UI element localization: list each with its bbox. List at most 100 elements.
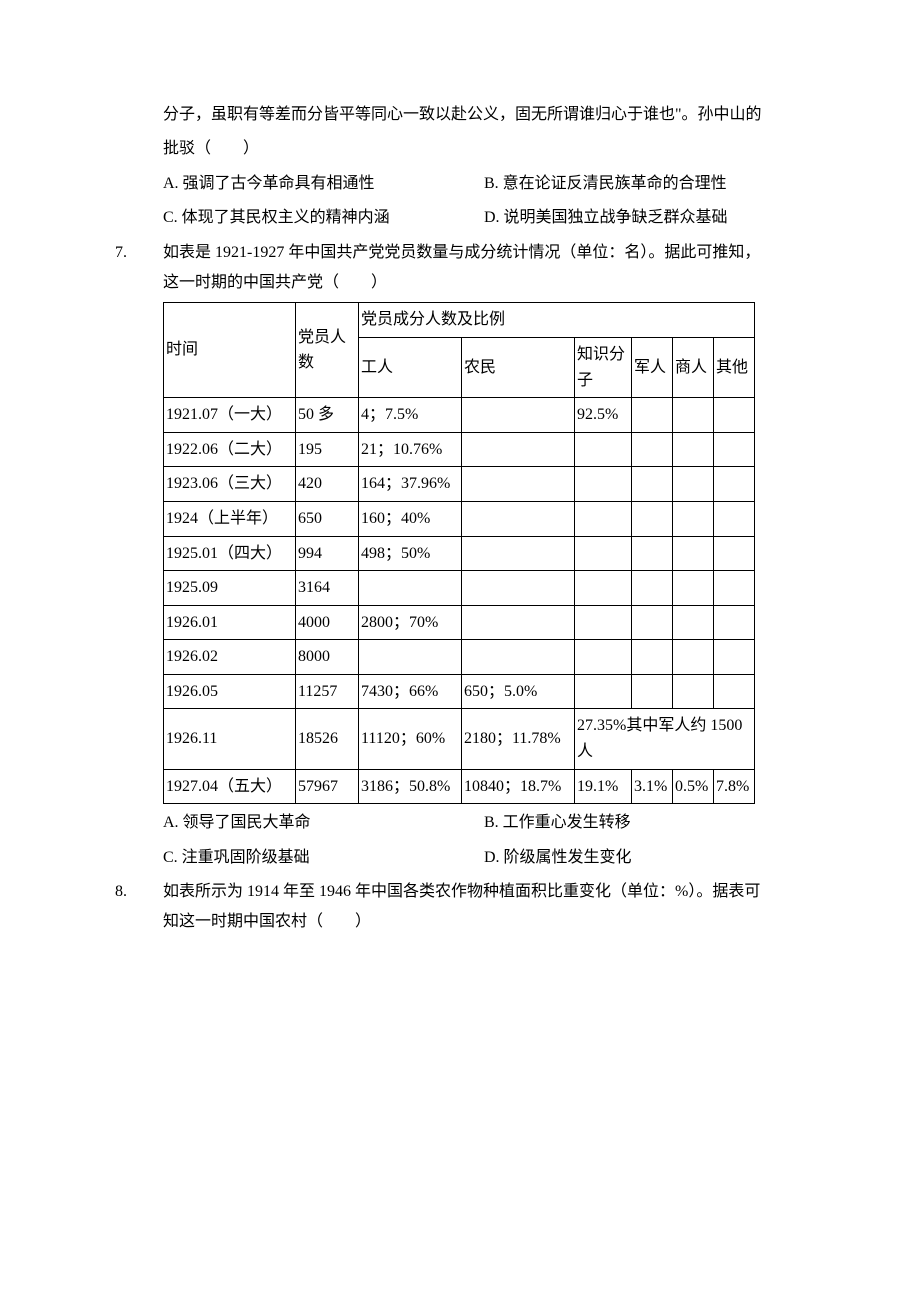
table-cell <box>575 640 632 675</box>
table-cell: 1926.02 <box>164 640 296 675</box>
table-cell <box>714 605 755 640</box>
q7-number: 7. <box>115 238 163 299</box>
table-cell <box>462 571 575 606</box>
table-cell <box>575 467 632 502</box>
table-cell <box>632 605 673 640</box>
q7-stem: 如表是 1921-1927 年中国共产党党员数量与成分统计情况（单位：名）。据此… <box>163 238 805 299</box>
table-cell <box>575 571 632 606</box>
table-row: 1925.093164 <box>164 571 755 606</box>
cell-worker: 3186；50.8% <box>359 769 462 804</box>
hdr-merchant: 商人 <box>673 337 714 397</box>
hdr-total: 党员人数 <box>296 303 359 398</box>
table-cell: 1924（上半年） <box>164 501 296 536</box>
table-cell <box>632 432 673 467</box>
table-cell <box>714 640 755 675</box>
table-cell: 994 <box>296 536 359 571</box>
table-row: 1926.05112577430；66%650；5.0% <box>164 674 755 709</box>
table-cell: 8000 <box>296 640 359 675</box>
table-cell <box>673 640 714 675</box>
table-cell: 1925.09 <box>164 571 296 606</box>
q7-table-body: 1921.07（一大）50 多4；7.5%92.5%1922.06（二大）195… <box>164 398 755 709</box>
hdr-worker: 工人 <box>359 337 462 397</box>
q7-header-row1: 时间 党员人数 党员成分人数及比例 <box>164 303 755 338</box>
q6-options-row1: A. 强调了古今革命具有相通性 B. 意在论证反清民族革命的合理性 <box>163 169 805 199</box>
table-cell: 92.5% <box>575 398 632 433</box>
table-cell <box>632 640 673 675</box>
table-cell <box>673 605 714 640</box>
q8-stem-row: 8. 如表所示为 1914 年至 1946 年中国各类农作物种植面积比重变化（单… <box>115 877 805 938</box>
q6-option-a: A. 强调了古今革命具有相通性 <box>163 169 484 199</box>
table-cell: 3164 <box>296 571 359 606</box>
q8-stem-line2: 知这一时期中国农村（ ） <box>163 913 371 930</box>
cell-time: 1926.11 <box>164 709 296 769</box>
q7-option-d: D. 阶级属性发生变化 <box>484 843 805 873</box>
q6-tail-line2: 批驳（ ） <box>163 134 805 164</box>
table-row: 1923.06（三大）420164；37.96% <box>164 467 755 502</box>
cell-other: 7.8% <box>714 769 755 804</box>
table-cell <box>462 605 575 640</box>
table-cell <box>632 501 673 536</box>
hdr-army: 军人 <box>632 337 673 397</box>
table-row: 1924（上半年）650160；40% <box>164 501 755 536</box>
table-cell <box>714 398 755 433</box>
cell-time: 1927.04（五大） <box>164 769 296 804</box>
table-cell <box>673 398 714 433</box>
table-cell <box>714 432 755 467</box>
table-cell <box>673 536 714 571</box>
hdr-comp: 党员成分人数及比例 <box>359 303 755 338</box>
table-cell <box>462 467 575 502</box>
table-cell: 160；40% <box>359 501 462 536</box>
table-cell: 650；5.0% <box>462 674 575 709</box>
table-cell: 1926.01 <box>164 605 296 640</box>
table-cell <box>673 571 714 606</box>
hdr-peasant: 农民 <box>462 337 575 397</box>
document-page: 分子，虽职有等差而分皆平等同心一致以赴公义，固无所谓谁归心于谁也"。孙中山的 批… <box>0 0 920 938</box>
hdr-time: 时间 <box>164 303 296 398</box>
table-cell <box>714 501 755 536</box>
q8-stem-line1: 如表所示为 1914 年至 1946 年中国各类农作物种植面积比重变化（单位：%… <box>163 883 760 900</box>
q7-option-c: C. 注重巩固阶级基础 <box>163 843 484 873</box>
table-cell: 1926.05 <box>164 674 296 709</box>
cell-worker: 11120；60% <box>359 709 462 769</box>
table-cell <box>462 640 575 675</box>
hdr-intel: 知识分子 <box>575 337 632 397</box>
table-cell: 498；50% <box>359 536 462 571</box>
q8-stem: 如表所示为 1914 年至 1946 年中国各类农作物种植面积比重变化（单位：%… <box>163 877 805 938</box>
table-row: 1925.01（四大）994498；50% <box>164 536 755 571</box>
q7-table: 时间 党员人数 党员成分人数及比例 工人 农民 知识分子 军人 商人 其他 19… <box>163 302 755 804</box>
table-cell <box>714 571 755 606</box>
cell-intel: 19.1% <box>575 769 632 804</box>
table-cell: 1922.06（二大） <box>164 432 296 467</box>
table-cell <box>575 605 632 640</box>
q7-row-1927-04: 1927.04（五大） 57967 3186；50.8% 10840；18.7%… <box>164 769 755 804</box>
table-cell <box>673 674 714 709</box>
table-cell <box>575 674 632 709</box>
cell-army: 3.1% <box>632 769 673 804</box>
q7-stem-line2: 这一时期的中国共产党（ ） <box>163 274 387 291</box>
cell-rest: 27.35%其中军人约 1500人 <box>575 709 755 769</box>
cell-merchant: 0.5% <box>673 769 714 804</box>
table-cell <box>462 398 575 433</box>
table-cell: 1925.01（四大） <box>164 536 296 571</box>
table-cell <box>714 536 755 571</box>
cell-total: 18526 <box>296 709 359 769</box>
table-cell <box>575 536 632 571</box>
q6-option-d: D. 说明美国独立战争缺乏群众基础 <box>484 203 805 233</box>
q6-options-row2: C. 体现了其民权主义的精神内涵 D. 说明美国独立战争缺乏群众基础 <box>163 203 805 233</box>
table-row: 1921.07（一大）50 多4；7.5%92.5% <box>164 398 755 433</box>
table-cell <box>714 674 755 709</box>
cell-total: 57967 <box>296 769 359 804</box>
table-row: 1926.0140002800；70% <box>164 605 755 640</box>
q7-row-1926-11: 1926.11 18526 11120；60% 2180；11.78% 27.3… <box>164 709 755 769</box>
table-cell: 7430；66% <box>359 674 462 709</box>
table-cell <box>575 501 632 536</box>
table-cell <box>673 467 714 502</box>
table-cell <box>673 501 714 536</box>
table-cell <box>714 467 755 502</box>
table-cell: 4000 <box>296 605 359 640</box>
cell-peasant: 2180；11.78% <box>462 709 575 769</box>
cell-peasant: 10840；18.7% <box>462 769 575 804</box>
table-cell <box>575 432 632 467</box>
table-cell: 4；7.5% <box>359 398 462 433</box>
table-cell <box>632 536 673 571</box>
